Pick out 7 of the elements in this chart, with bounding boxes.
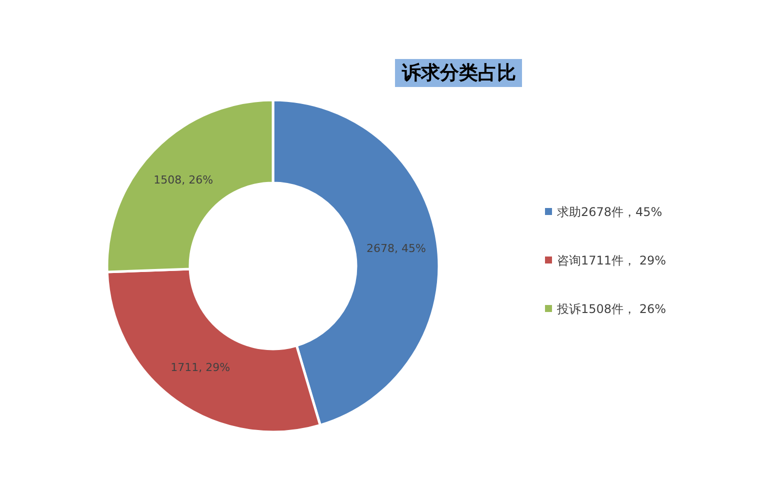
legend-label: 求助2678件，45% [557,205,662,219]
data-label: 2678, 45% [366,242,426,256]
data-label: 1508, 26% [154,174,214,187]
legend-label: 咨询1711件， 29% [557,254,666,268]
data-label: 1711, 29% [170,361,230,374]
legend-label: 投诉1508件， 26% [556,302,666,316]
chart-title: 诉求分类占比 [401,62,516,84]
